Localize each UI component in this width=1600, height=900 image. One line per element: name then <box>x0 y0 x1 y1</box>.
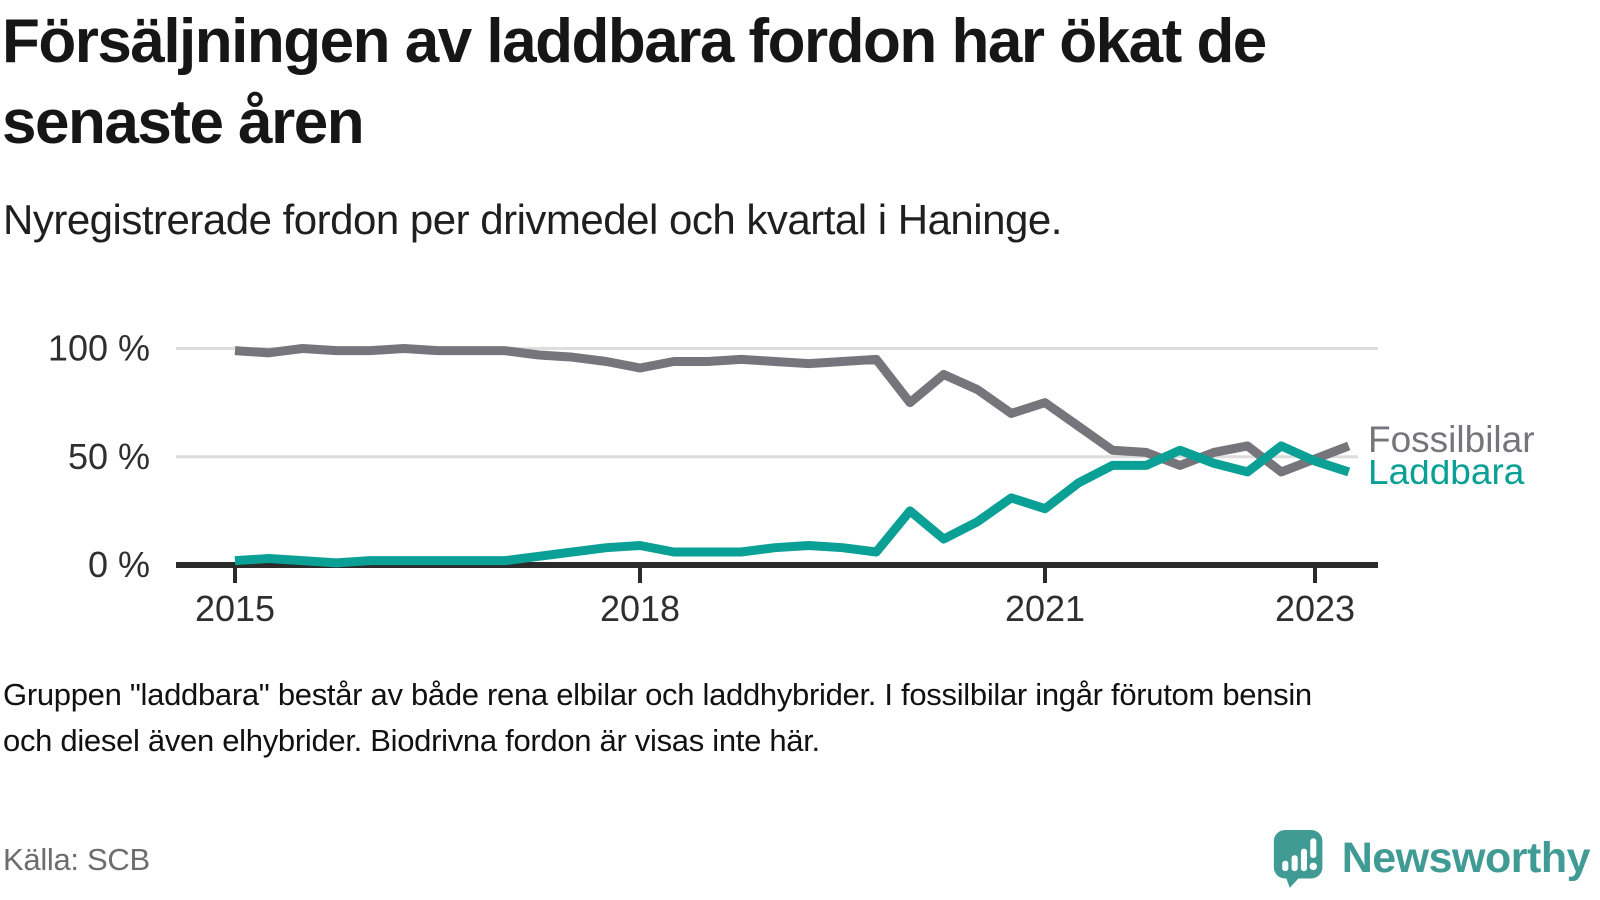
y-tick-label: 50 % <box>68 436 150 477</box>
legend-label-backplate <box>1358 418 1568 460</box>
footnote-line-2: och diesel även elhybrider. Biodrivna fo… <box>3 722 820 758</box>
footnote: Gruppen "laddbara" består av både rena e… <box>3 672 1312 764</box>
page-title: Försäljningen av laddbara fordon har öka… <box>2 2 1267 163</box>
x-tick-label: 2023 <box>1275 588 1355 629</box>
x-tick-label: 2015 <box>195 588 275 629</box>
x-tick-label: 2018 <box>600 588 680 629</box>
y-tick-label: 100 % <box>48 328 150 369</box>
legend-label-fossilbilar: Fossilbilar <box>1368 419 1535 460</box>
page-title-line-2: senaste åren <box>2 87 365 157</box>
footnote-line-1: Gruppen "laddbara" består av både rena e… <box>3 677 1312 712</box>
series-line-laddbara <box>234 441 1351 568</box>
page-subtitle: Nyregistrerade fordon per drivmedel och … <box>3 196 1062 243</box>
x-tick-label: 2021 <box>1005 588 1085 629</box>
source-label: Källa: SCB <box>3 842 150 877</box>
brand-name: Newsworthy <box>1341 833 1591 882</box>
newsworthy-logo: Newsworthy <box>1272 828 1591 888</box>
line-chart: 2015 2018 2021 2023 0 % 50 % 100 % Laddbara Foss… <box>0 300 1600 660</box>
newsworthy-logo-icon <box>1273 830 1323 888</box>
page-title-line-1: Försäljningen av laddbara fordon har öka… <box>2 7 1267 76</box>
y-tick-label: 0 % <box>88 544 150 585</box>
